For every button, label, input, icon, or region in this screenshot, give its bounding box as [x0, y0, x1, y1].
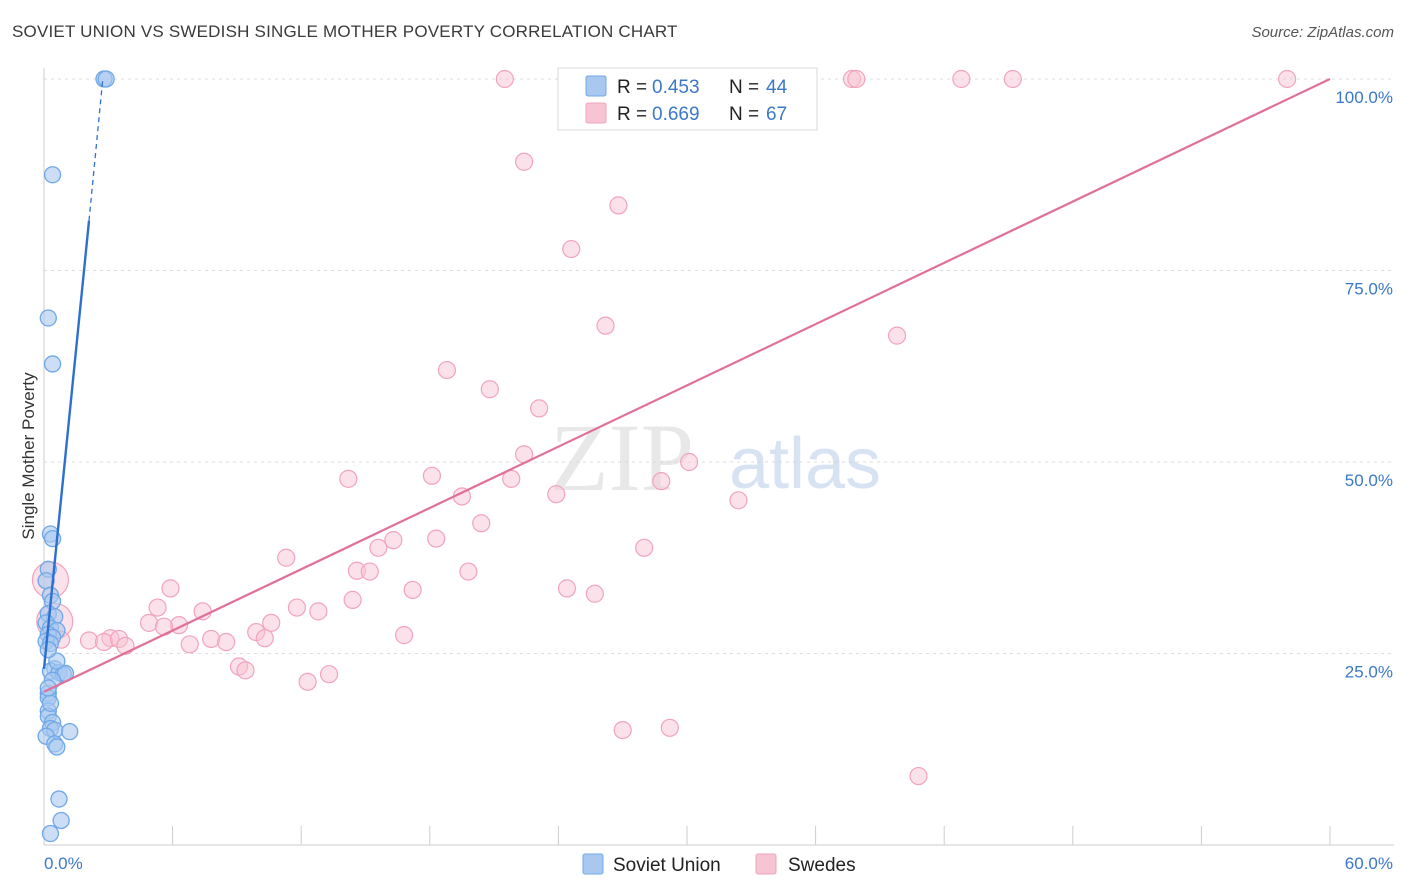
soviet-point [97, 70, 115, 88]
swedes-point [652, 472, 671, 491]
trend-lines [42, 77, 1331, 693]
swedes-point [596, 316, 615, 335]
soviet-point [50, 790, 68, 808]
swedes-point [202, 629, 221, 649]
soviet-point [61, 722, 79, 741]
swedes-point [369, 538, 388, 557]
y-tick-label-50: 50.0% [1345, 471, 1393, 490]
legend-swedes-r-label: R = [617, 104, 647, 125]
soviet-points [37, 70, 115, 843]
x-axis-ticks [172, 826, 1331, 845]
y-tick-label-100: 100.0% [1335, 88, 1393, 107]
watermark-atlas: atlas [729, 424, 881, 504]
watermark: ZIP atlas [550, 404, 881, 511]
swedes-point [480, 380, 499, 399]
swedes-point [1278, 69, 1297, 89]
legend-soviet-n-label: N = [729, 77, 759, 98]
chart-source: Source: ZipAtlas.com [1251, 24, 1394, 41]
bottom-legend-swedes-label: Swedes [788, 855, 856, 876]
swedes-point [635, 538, 654, 557]
legend-swedes-n-value: 67 [766, 104, 787, 125]
bottom-legend: Soviet Union Swedes [582, 853, 856, 876]
swedes-point [287, 598, 307, 617]
swedes-point [148, 598, 167, 617]
soviet-point [41, 824, 60, 843]
swedes-point [1003, 69, 1022, 89]
swedes-point [236, 661, 255, 680]
soviet-point [52, 811, 70, 830]
swedes-point [437, 360, 457, 380]
legend-swatch-swedes [585, 102, 607, 124]
swedes-point [403, 580, 422, 600]
swedes-point [515, 152, 534, 171]
y-tick-label-25: 25.0% [1345, 663, 1393, 682]
soviet-point [48, 738, 66, 756]
swedes-point [495, 69, 514, 89]
bottom-legend-soviet-label: Soviet Union [613, 855, 721, 876]
swedes-point [394, 626, 414, 645]
swedes-point [139, 613, 159, 632]
swedes-point [255, 629, 274, 648]
swedes-point [94, 632, 114, 652]
soviet-point [39, 309, 57, 327]
swedes-point [277, 548, 296, 567]
swedes-point [180, 635, 199, 654]
swedes-point [952, 69, 971, 89]
swedes-point [680, 452, 699, 472]
watermark-zip: ZIP [550, 404, 694, 511]
soviet-point [48, 652, 66, 670]
swedes-point [422, 466, 442, 485]
swedes-point [161, 579, 180, 598]
swedes-point [427, 529, 446, 548]
legend-soviet-r-label: R = [617, 77, 647, 98]
swedes-point [459, 562, 478, 581]
swedes-point [530, 399, 549, 418]
x-tick-label-min: 0.0% [44, 854, 83, 873]
soviet-point [41, 694, 60, 712]
x-tick-label-max: 60.0% [1345, 854, 1393, 873]
legend-soviet-r-value: 0.453 [652, 77, 700, 98]
swedes-point [585, 584, 604, 603]
y-tick-labels: 25.0% 50.0% 75.0% 100.0% [1335, 88, 1393, 682]
grid-lines [44, 78, 1394, 654]
legend-swedes-n-label: N = [729, 104, 759, 125]
swedes-point [360, 562, 379, 581]
legend-soviet-n-value: 44 [766, 77, 788, 98]
y-tick-label-75: 75.0% [1345, 280, 1393, 299]
legend-swedes-r-value: 0.669 [652, 104, 700, 125]
swedes-point [547, 485, 566, 504]
swedes-point [660, 718, 679, 737]
chart-title: SOVIET UNION VS SWEDISH SINGLE MOTHER PO… [12, 22, 678, 41]
swedes-point [557, 579, 577, 598]
swedes-point [79, 631, 99, 650]
swedes-point [909, 766, 928, 786]
swedes-point [217, 632, 236, 652]
swedes-point [309, 602, 328, 621]
y-axis-label: Single Mother Poverty [19, 372, 38, 540]
soviet-trend-line-extension [88, 77, 104, 221]
soviet-trend-line [42, 220, 91, 669]
soviet-point [39, 641, 57, 659]
swedes-point [609, 196, 628, 215]
swedes-point [319, 665, 339, 684]
legend-swatch-soviet [585, 75, 607, 97]
soviet-point [43, 166, 62, 184]
swedes-point [384, 531, 403, 550]
bottom-legend-swatch-swedes [755, 853, 777, 875]
swedes-trend-line [43, 78, 1331, 693]
swedes-point [847, 69, 866, 89]
swedes-point [262, 613, 281, 632]
swedes-point [729, 491, 748, 510]
swedes-point [472, 514, 491, 533]
swedes-point [339, 469, 358, 488]
bottom-legend-swatch-soviet [582, 853, 604, 875]
legend: R = 0.453 N = 44 R = 0.669 N = 67 [557, 67, 818, 131]
swedes-point [343, 590, 362, 609]
swedes-point [562, 239, 581, 259]
swedes-point [887, 326, 907, 345]
swedes-point [298, 672, 317, 691]
soviet-point [43, 355, 62, 373]
swedes-point [613, 720, 632, 740]
